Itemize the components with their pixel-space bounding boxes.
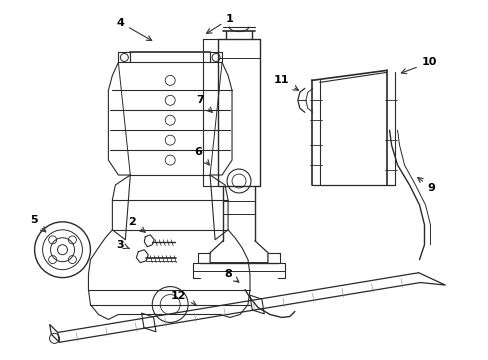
Text: 12: 12 [170, 291, 196, 306]
Text: 4: 4 [116, 18, 151, 41]
Text: 9: 9 [417, 177, 434, 193]
Text: 11: 11 [274, 75, 298, 90]
Text: 6: 6 [194, 147, 209, 165]
Text: 2: 2 [128, 217, 145, 232]
Text: 1: 1 [206, 14, 233, 33]
Text: 5: 5 [30, 215, 45, 232]
Text: 8: 8 [224, 269, 238, 282]
Text: 3: 3 [116, 240, 129, 250]
Text: 7: 7 [196, 95, 212, 112]
Text: 10: 10 [401, 58, 436, 73]
